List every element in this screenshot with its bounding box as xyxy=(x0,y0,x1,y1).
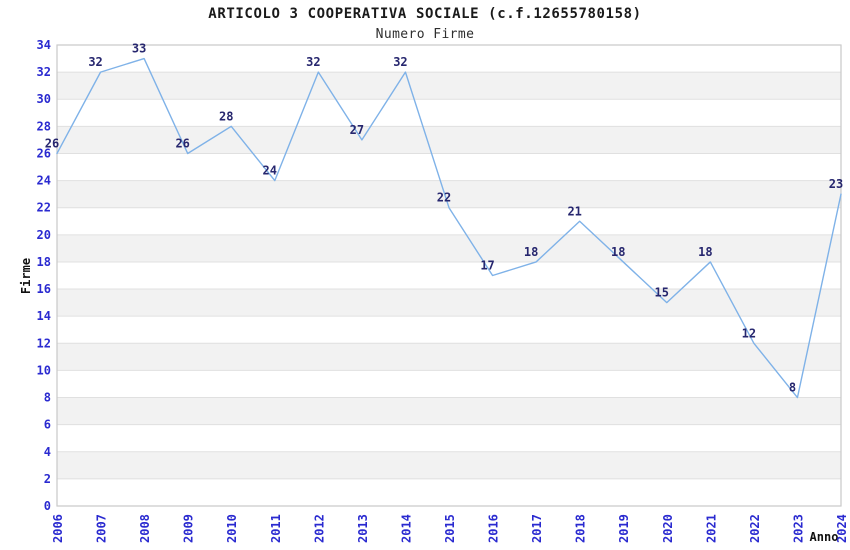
y-tick-label: 6 xyxy=(44,418,51,432)
plot-band xyxy=(57,424,841,452)
y-tick-label: 34 xyxy=(37,38,51,52)
point-label: 27 xyxy=(350,123,364,137)
x-tick-label: 2015 xyxy=(443,514,457,543)
point-label: 15 xyxy=(655,286,669,300)
plot-band xyxy=(57,153,841,181)
y-tick-label: 14 xyxy=(37,309,51,323)
plot-band xyxy=(57,126,841,154)
x-axis-title: Anno xyxy=(809,530,839,544)
plot-band xyxy=(57,72,841,100)
point-label: 18 xyxy=(611,245,625,259)
plot-band xyxy=(57,234,841,262)
chart-title: ARTICOLO 3 COOPERATIVA SOCIALE (c.f.1265… xyxy=(208,6,642,22)
y-tick-label: 18 xyxy=(37,255,51,269)
chart-subtitle: Numero Firme xyxy=(375,27,475,42)
plot-band xyxy=(57,478,841,506)
x-tick-label: 2018 xyxy=(574,514,588,543)
y-tick-label: 8 xyxy=(44,391,51,405)
x-tick-label: 2006 xyxy=(51,514,65,543)
x-tick-label: 2013 xyxy=(356,514,370,543)
y-tick-label: 10 xyxy=(37,363,51,377)
plot-band xyxy=(57,207,841,235)
x-tick-label: 2023 xyxy=(791,514,805,543)
x-tick-label: 2007 xyxy=(95,514,109,543)
x-tick-label: 2011 xyxy=(269,514,283,543)
point-label: 18 xyxy=(524,245,538,259)
x-tick-label: 2012 xyxy=(312,514,326,543)
plot-band xyxy=(57,289,841,317)
x-tick-label: 2010 xyxy=(225,514,239,543)
point-label: 22 xyxy=(437,191,451,205)
x-tick-label: 2014 xyxy=(399,514,413,543)
point-label: 28 xyxy=(219,109,233,123)
x-tick-label: 2021 xyxy=(704,514,718,543)
x-tick-label: 2008 xyxy=(138,514,152,543)
plot-border xyxy=(56,44,842,507)
point-label: 32 xyxy=(306,55,320,69)
plot-band xyxy=(57,261,841,290)
y-tick-label: 26 xyxy=(37,146,51,160)
y-tick-label: 24 xyxy=(37,174,51,188)
plot-band xyxy=(57,99,841,127)
y-tick-label: 4 xyxy=(44,445,51,459)
y-tick-label: 22 xyxy=(37,201,51,215)
x-tick-label: 2024 xyxy=(835,514,849,543)
point-label: 26 xyxy=(45,136,59,150)
point-label: 24 xyxy=(263,164,277,178)
x-tick-label: 2019 xyxy=(617,514,631,543)
point-label: 8 xyxy=(789,381,796,395)
plot-band xyxy=(57,451,841,479)
point-label: 21 xyxy=(567,204,581,218)
y-tick-label: 0 xyxy=(44,499,51,513)
point-label: 23 xyxy=(829,177,843,191)
point-labels: 26 32 33 26 28 24 32 27 32 22 17 18 21 18 15 18 12 8 23 xyxy=(45,42,843,395)
y-tick-label: 12 xyxy=(37,336,51,350)
point-label: 33 xyxy=(132,42,146,56)
x-tick-label: 2020 xyxy=(661,514,675,543)
data-line xyxy=(56,57,842,399)
x-tick-label: 2017 xyxy=(530,514,544,543)
y-tick-label: 32 xyxy=(37,65,51,79)
x-tick-label: 2022 xyxy=(748,514,762,543)
point-label: 32 xyxy=(88,55,102,69)
point-label: 12 xyxy=(742,326,756,340)
y-tick-label: 20 xyxy=(37,228,51,242)
x-tick-label: 2016 xyxy=(487,514,501,543)
plot-band xyxy=(57,397,841,425)
point-label: 32 xyxy=(393,55,407,69)
point-label: 26 xyxy=(175,136,189,150)
plot-band xyxy=(57,316,841,344)
plot-bands xyxy=(57,45,841,506)
x-tick-label: 2009 xyxy=(182,514,196,543)
x-tick-labels: 2006 2007 2008 2009 2010 2011 2012 2013 2014 2015… xyxy=(51,514,849,543)
point-label: 18 xyxy=(698,245,712,259)
plot-band xyxy=(57,180,841,208)
y-tick-label: 16 xyxy=(37,282,51,296)
plot-band xyxy=(57,343,841,371)
y-tick-label: 28 xyxy=(37,119,51,133)
y-tick-label: 2 xyxy=(44,472,51,486)
point-label: 17 xyxy=(480,259,494,273)
y-tick-label: 30 xyxy=(37,92,51,106)
plot-band xyxy=(57,45,841,73)
plot-band xyxy=(57,370,841,398)
